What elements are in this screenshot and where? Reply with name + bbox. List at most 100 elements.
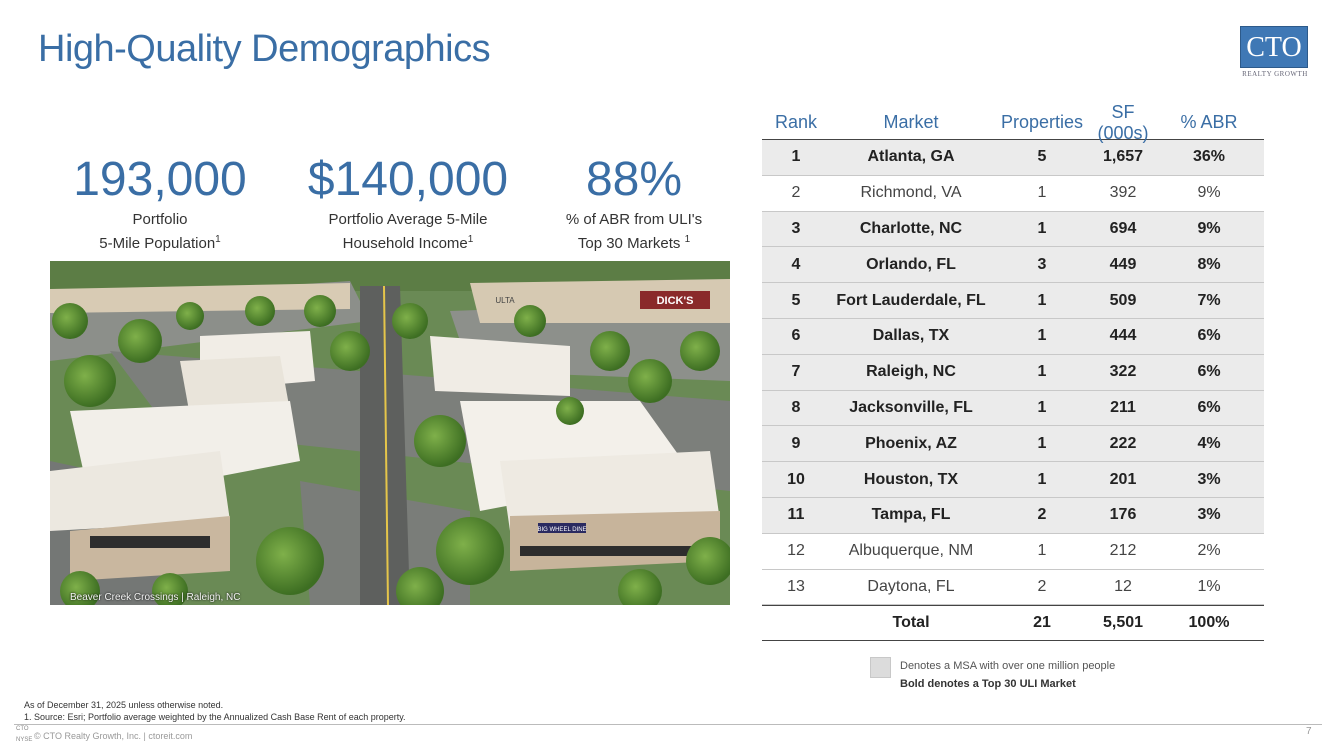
storefront-sign: DICK'S <box>657 295 694 307</box>
abr-cell: 9% <box>1197 184 1221 202</box>
abr-cell: 9% <box>1197 219 1221 237</box>
rank-cell: 6 <box>791 327 801 345</box>
stat-abr: 88% % of ABR from ULI's Top 30 Markets 1 <box>548 152 720 254</box>
properties-cell: 1 <box>1037 363 1047 381</box>
sf-cell: 176 <box>1109 506 1137 524</box>
stat-label: Portfolio Average 5-Mile Household Incom… <box>292 210 524 254</box>
sf-cell: 12 <box>1114 577 1132 595</box>
abr-cell: 3% <box>1197 506 1221 524</box>
abr-cell: 2% <box>1197 542 1221 560</box>
col-header-market: Market <box>883 112 939 132</box>
stat-label: % of ABR from ULI's Top 30 Markets 1 <box>548 210 720 254</box>
col-header-sf: SF (000s) <box>1097 101 1149 143</box>
properties-cell: 1 <box>1037 434 1047 452</box>
table-row: 9 Phoenix, AZ 1 222 4% <box>762 426 1264 463</box>
rank-cell: 9 <box>791 434 801 452</box>
abr-cell: 4% <box>1197 434 1221 452</box>
sf-cell: 392 <box>1109 184 1137 202</box>
footer-divider <box>14 724 1322 725</box>
sf-cell: 449 <box>1109 255 1137 273</box>
rank-cell: 13 <box>787 577 805 595</box>
aerial-photo: DICK'S ULTA BIG WHEEL DINE Beaver Creek … <box>50 261 730 605</box>
rank-cell: 7 <box>791 363 801 381</box>
rank-cell: 1 <box>791 148 801 166</box>
table-row: 10 Houston, TX 1 201 3% <box>762 462 1264 498</box>
footnote-source: 1. Source: Esri; Portfolio average weigh… <box>24 712 406 722</box>
properties-cell: 1 <box>1037 219 1047 237</box>
market-cell: Jacksonville, FL <box>849 398 973 416</box>
footnote-date: As of December 31, 2025 unless otherwise… <box>24 700 224 710</box>
total-properties: 21 <box>1033 614 1051 632</box>
sf-cell: 222 <box>1109 434 1137 452</box>
stat-income: $140,000 Portfolio Average 5-Mile Househ… <box>292 152 524 254</box>
abr-cell: 6% <box>1197 363 1221 381</box>
sf-cell: 212 <box>1109 542 1137 560</box>
properties-cell: 1 <box>1037 327 1047 345</box>
footer-logo-top: CTO <box>16 726 29 732</box>
footer-logo-bottom: NYSE <box>16 737 33 743</box>
aerial-illustration: DICK'S ULTA BIG WHEEL DINE <box>50 261 730 605</box>
stat-value: $140,000 <box>307 153 509 206</box>
stat-label-line1: Portfolio Average 5-Mile <box>328 211 488 228</box>
total-label: Total <box>892 614 930 632</box>
logo-mark: CTO <box>1240 26 1308 68</box>
sf-cell: 444 <box>1109 327 1137 345</box>
stat-label-line2: Household Income <box>342 235 468 252</box>
market-cell: Dallas, TX <box>872 327 950 345</box>
legend-msa-note: Denotes a MSA with over one million peop… <box>900 660 1116 672</box>
stat-value: 193,000 <box>73 153 247 206</box>
photo-caption: Beaver Creek Crossings | Raleigh, NC <box>70 592 241 603</box>
table-row: 3 Charlotte, NC 1 694 9% <box>762 211 1264 248</box>
page-title: High-Quality Demographics <box>38 28 491 70</box>
table-header: Rank Market Properties SF (000s) % ABR <box>762 102 1264 143</box>
logo-subtitle: REALTY GROWTH <box>1242 70 1308 78</box>
rank-cell: 2 <box>791 184 801 202</box>
abr-cell: 1% <box>1197 577 1221 595</box>
rank-cell: 8 <box>791 398 801 416</box>
market-cell: Tampa, FL <box>871 506 951 524</box>
stat-value: 88% <box>585 153 683 206</box>
market-cell: Fort Lauderdale, FL <box>836 291 986 309</box>
col-header-rank: Rank <box>774 112 818 132</box>
stat-label: Portfolio 5-Mile Population1 <box>56 210 264 254</box>
footnote-marker: 1 <box>467 234 474 245</box>
properties-cell: 1 <box>1037 398 1047 416</box>
table-row: 7 Raleigh, NC 1 322 6% <box>762 354 1264 391</box>
col-header-properties: Properties <box>1000 112 1084 132</box>
market-cell: Charlotte, NC <box>859 219 963 237</box>
table-row: 13 Daytona, FL 2 12 1% <box>762 570 1264 606</box>
abr-cell: 3% <box>1197 470 1221 488</box>
footer-logo: CTO NYSE <box>16 726 32 743</box>
properties-cell: 1 <box>1037 184 1047 202</box>
table-row: 12 Albuquerque, NM 1 212 2% <box>762 534 1264 570</box>
sf-cell: 1,657 <box>1102 148 1144 166</box>
properties-cell: 2 <box>1037 506 1047 524</box>
footer-copyright: © CTO Realty Growth, Inc. | ctoreit.com <box>34 731 193 741</box>
cto-logo: CTO REALTY GROWTH <box>1240 26 1310 78</box>
properties-cell: 1 <box>1037 470 1047 488</box>
table-row: 8 Jacksonville, FL 1 211 6% <box>762 390 1264 427</box>
table-row: 5 Fort Lauderdale, FL 1 509 7% <box>762 283 1264 319</box>
table-row: 6 Dallas, TX 1 444 6% <box>762 318 1264 355</box>
stat-label-line1: Portfolio <box>132 211 188 228</box>
stat-label-line1: % of ABR from ULI's <box>565 211 703 228</box>
page-number: 7 <box>1306 726 1312 737</box>
table-total-row: Total 21 5,501 100% <box>762 605 1264 642</box>
total-abr: 100% <box>1188 614 1230 632</box>
rank-cell: 3 <box>791 219 801 237</box>
abr-cell: 7% <box>1197 291 1221 309</box>
total-sf: 5,501 <box>1102 614 1144 632</box>
table-row: 11 Tampa, FL 2 176 3% <box>762 497 1264 534</box>
table-row: 1 Atlanta, GA 5 1,657 36% <box>762 140 1264 176</box>
rank-cell: 11 <box>787 506 805 524</box>
sf-cell: 694 <box>1109 219 1137 237</box>
stat-label-line2: 5-Mile Population <box>99 235 216 252</box>
sf-cell: 509 <box>1109 291 1137 309</box>
properties-cell: 1 <box>1037 291 1047 309</box>
market-cell: Phoenix, AZ <box>865 434 957 452</box>
properties-cell: 2 <box>1037 577 1047 595</box>
sf-cell: 322 <box>1109 363 1137 381</box>
markets-table: Rank Market Properties SF (000s) % ABR 1… <box>762 102 1264 642</box>
properties-cell: 5 <box>1037 148 1047 166</box>
market-cell: Orlando, FL <box>866 255 956 273</box>
